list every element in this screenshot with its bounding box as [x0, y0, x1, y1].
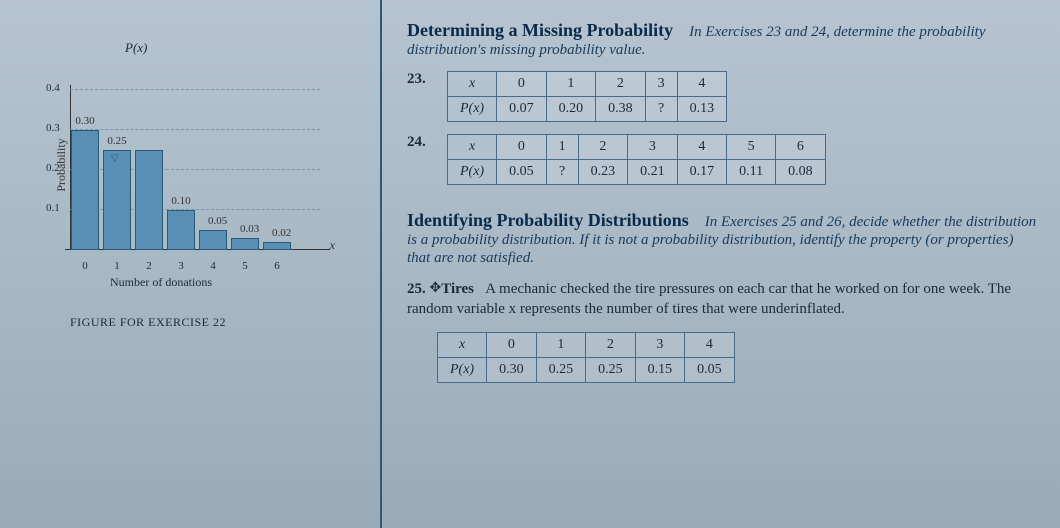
histogram-chart: P(x) Probability 0.1 0.2 0.3 0.4 0.30▽0.…: [70, 60, 370, 270]
x-axis-var: x: [330, 238, 335, 253]
table-cell: 0.13: [677, 97, 727, 122]
table-cell: 0: [487, 332, 537, 357]
move-icon: ✥: [430, 280, 442, 299]
table-cell: ?: [546, 160, 578, 185]
table-cell: 0: [497, 72, 547, 97]
table-cell: 1: [546, 135, 578, 160]
table-cell: 0.07: [497, 97, 547, 122]
ex25-table: x01234P(x)0.300.250.250.150.05: [437, 332, 735, 383]
bar-label: 0.02: [272, 227, 291, 239]
bar: [71, 130, 99, 250]
x-tick: 0: [70, 260, 100, 272]
bars-group: 0.30▽0.250.100.050.030.02: [70, 130, 292, 250]
section2-title: Identifying Probability Distributions: [407, 210, 689, 230]
table-cell: 0.23: [578, 160, 628, 185]
table-cell: 0.30: [487, 357, 537, 382]
table-cell: 0.20: [546, 97, 596, 122]
table-cell: 6: [776, 135, 826, 160]
section1-title: Determining a Missing Probability: [407, 20, 673, 40]
table-cell: 0.05: [497, 160, 547, 185]
table-cell: P(x): [438, 357, 487, 382]
ex24-table: x0123456 P(x)0.05?0.230.210.170.110.08: [447, 134, 826, 185]
exercise-24: 24. x0123456 P(x)0.05?0.230.210.170.110.0…: [407, 134, 1040, 185]
ex25-num: 25.: [407, 281, 426, 297]
table-cell: 3: [628, 135, 678, 160]
x-tick: 1: [102, 260, 132, 272]
section-missing-prob: Determining a Missing Probability In Exe…: [407, 20, 1040, 59]
table-cell: P(x): [448, 97, 497, 122]
x-ticks: 0123456: [70, 260, 292, 272]
table-cell: 1: [546, 72, 596, 97]
table-cell: 0.17: [677, 160, 727, 185]
section-identifying: Identifying Probability Distributions In…: [407, 210, 1040, 267]
table-cell: 0.08: [776, 160, 826, 185]
table-cell: 1: [536, 332, 586, 357]
ex23-num: 23.: [407, 71, 437, 88]
table-cell: 0.21: [628, 160, 678, 185]
table-cell: 3: [635, 332, 685, 357]
table-cell: 4: [685, 332, 735, 357]
table-cell: 0: [497, 135, 547, 160]
bar-label: 0.30: [75, 115, 94, 127]
table-cell: x: [448, 72, 497, 97]
exercise-25-table-row: x01234P(x)0.300.250.250.150.05: [437, 332, 1040, 383]
figure-caption: FIGURE FOR EXERCISE 22: [70, 315, 370, 330]
table-cell: 4: [677, 72, 727, 97]
table-cell: 2: [596, 72, 646, 97]
x-tick: 6: [262, 260, 292, 272]
bar: [135, 150, 163, 250]
x-tick: 3: [166, 260, 196, 272]
ex25-title: Tires: [441, 281, 474, 297]
bar: [231, 238, 259, 250]
table-cell: 0.25: [586, 357, 636, 382]
bar: [167, 210, 195, 250]
bar-label: 0.05: [208, 215, 227, 227]
table-cell: 2: [586, 332, 636, 357]
table-cell: 0.38: [596, 97, 646, 122]
table-cell: 0.05: [685, 357, 735, 382]
chart-ytitle: P(x): [125, 40, 147, 56]
table-cell: 0.25: [536, 357, 586, 382]
exercise-25: 25. ✥Tires A mechanic checked the tire p…: [407, 279, 1040, 320]
bar: [199, 230, 227, 250]
exercise-23: 23. x01234 P(x)0.070.200.38?0.13: [407, 71, 1040, 122]
chart-xlabel: Number of donations: [110, 275, 212, 290]
table-cell: 5: [727, 135, 776, 160]
x-tick: 5: [230, 260, 260, 272]
table-cell: ?: [645, 97, 677, 122]
ex24-num: 24.: [407, 134, 437, 151]
bar-label: 0.10: [171, 195, 190, 207]
bar-label: 0.25: [107, 135, 126, 147]
table-cell: P(x): [448, 160, 497, 185]
table-cell: x: [438, 332, 487, 357]
table-cell: 4: [677, 135, 727, 160]
x-tick: 2: [134, 260, 164, 272]
table-cell: 2: [578, 135, 628, 160]
x-tick: 4: [198, 260, 228, 272]
table-cell: 0.11: [727, 160, 776, 185]
bar: [263, 242, 291, 250]
table-cell: 3: [645, 72, 677, 97]
bar-label: 0.03: [240, 223, 259, 235]
bar: [103, 150, 131, 250]
table-cell: 0.15: [635, 357, 685, 382]
ex25-body: A mechanic checked the tire pressures on…: [407, 281, 1011, 317]
ex23-table: x01234 P(x)0.070.200.38?0.13: [447, 71, 727, 122]
table-cell: x: [448, 135, 497, 160]
